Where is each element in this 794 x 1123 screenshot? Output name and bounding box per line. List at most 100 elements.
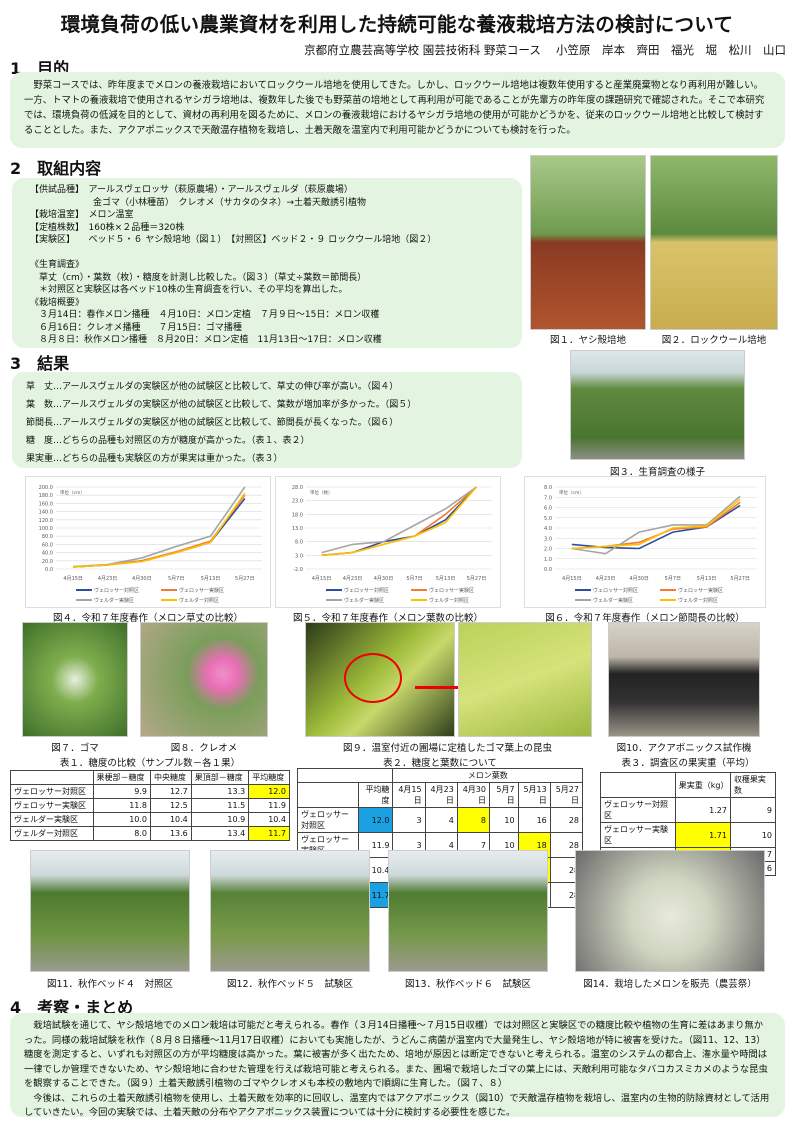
table-cell: 16: [517, 807, 551, 833]
table-cell: 12.0: [357, 807, 394, 833]
y-tick-label: 0.0: [544, 567, 552, 573]
sesame-photo: [22, 622, 128, 737]
table-row: ヴェロッサー対照区 1.27 9: [600, 797, 777, 823]
y-tick-label: 200.0: [39, 485, 53, 491]
section2-line: 【定植株数】 160株×２品種＝320株: [30, 222, 185, 233]
legend-label: ヴェロッサー実験区: [429, 587, 474, 594]
insect-closeup-photo: [458, 622, 592, 737]
table-header-cell: 平均糖度: [357, 782, 394, 808]
section2-line: 《生育調査》: [30, 260, 85, 270]
y-tick-label: 160.0: [39, 501, 53, 507]
fig14-caption: 図14．栽培したメロンを販売（農芸祭）: [583, 979, 757, 990]
x-tick-label: 4月23日: [98, 576, 118, 582]
table-header-cell: 果実重（kg）: [674, 772, 731, 798]
table-header-cell: 5月27日: [549, 782, 584, 808]
row-label: ヴェルダー対照区: [10, 826, 94, 841]
x-tick-label: 4月15日: [312, 576, 332, 582]
table3-caption: 表３．調査区の果実重（平均）: [621, 758, 755, 769]
result-line: 糖 度…どちらの品種も対照区の方が糖度が高かった。（表１、表２）: [26, 436, 310, 446]
table-cell: 13.4: [190, 826, 250, 841]
section2-line: 《栽培概要》: [30, 297, 85, 308]
fig9-caption: 図９．温室付近の圃場に定植したゴマ葉上の昆虫: [342, 743, 552, 754]
fig13-caption: 図13．秋作ベッド６ 試験区: [404, 979, 532, 990]
y-tick-label: 1.0: [544, 557, 552, 563]
table-cell: 10: [489, 807, 519, 833]
table-header-cell: 4月30日: [456, 782, 491, 808]
table1-caption: 表１．糖度の比較（サンプル数－各１果）: [59, 758, 241, 769]
x-tick-label: 4月30日: [629, 576, 649, 582]
row-label: ヴェロッサー対照区: [297, 807, 359, 833]
table-cell: 10: [729, 822, 777, 848]
chart-background: [525, 477, 765, 607]
result-line: 果実重…どちらの品種も実験区の方が果実は重かった。（表３）: [26, 454, 283, 464]
x-tick-label: 5月27日: [235, 576, 255, 582]
table-cell: 12.5: [150, 798, 192, 813]
table-row: ヴェルダー実験区 10.0 10.4 10.9 10.4: [10, 812, 290, 827]
fig6-caption: 図６．令和７年度春作（メロン節間長の比較）: [545, 613, 745, 624]
table-row: ヴェロッサー対照区 12.0 3 4 8 10 16 28: [297, 807, 584, 833]
table-header-row: 果梗部－糖度 中央糖度 果頂部－糖度 平均糖度: [10, 770, 290, 785]
section1-box: 野菜コースでは、昨年度までメロンの養液栽培においてロックウール培地を使用してきた…: [10, 72, 785, 148]
highlight-circle: [344, 653, 402, 703]
chart-leaf-count: -2.0 3.0 8.0 13.0 18.0 23.0 28.0 単位（枚） 4月15日 4月23…: [275, 476, 501, 608]
chart-background: [26, 477, 270, 607]
growth-survey-photo: [570, 350, 745, 460]
legend-label: ヴェルダー実験区: [344, 597, 384, 604]
section2-line: 金ゴマ（小林種苗） クレオメ（サカタのタネ）→土着天敵誘引植物: [30, 197, 367, 208]
table-header-cell: 4月23日: [424, 782, 458, 808]
table-cell: 13.3: [190, 784, 250, 799]
x-tick-label: 5月13日: [436, 576, 456, 582]
table-cell: 12.7: [150, 784, 192, 799]
y-tick-label: -2.0: [293, 567, 303, 573]
fig12-caption: 図12．秋作ベッド５ 試験区: [226, 979, 354, 990]
table-cell: 11.5: [190, 798, 250, 813]
table-row: ヴェロッサー対照区 9.9 12.7 13.3 12.0: [10, 784, 290, 799]
y-tick-label: 3.0: [295, 553, 303, 559]
table-group-header: メロン葉数: [392, 768, 583, 783]
table-header-cell: 果頂部－糖度: [190, 770, 250, 785]
y-tick-label: 80.0: [42, 534, 53, 540]
legend-label: ヴェロッサー対照区: [344, 587, 389, 594]
legend-label: ヴェロッサー実験区: [678, 587, 723, 594]
insect-leaf-photo: [305, 622, 455, 737]
table-header-row: 果実重（kg） 収穫果実数: [600, 772, 777, 798]
x-tick-label: 5月7日: [665, 576, 681, 582]
x-tick-label: 4月15日: [63, 576, 83, 582]
section2-line: ３月14日：春作メロン播種 ４月10日：メロン定植 ７月９日～15日：メロン収穫: [30, 310, 380, 320]
series-line-3: [73, 492, 246, 568]
legend-label: ヴェロッサー対照区: [94, 587, 139, 594]
y-tick-label: 4.0: [544, 526, 552, 532]
rockwool-photo: [650, 155, 778, 330]
section4-heading: 4 考察・まとめ: [10, 998, 134, 1017]
table-cell: [296, 768, 394, 783]
row-label: ヴェロッサー対照区: [600, 797, 676, 823]
table-header-cell: 収穫果実数: [729, 772, 777, 798]
coconut-substrate-photo: [530, 155, 646, 330]
section3-box: 草 丈…アールスヴェルダの実験区が他の試験区と比較して、草丈の伸び率が高い。（図…: [12, 372, 522, 468]
table-cell: 9.9: [92, 784, 152, 799]
section2-line: [30, 247, 508, 260]
table-cell: 4: [424, 807, 458, 833]
section2-line: 【供試品種】 アールスヴェロッサ（萩原農場）・アールスヴェルダ（萩原農場）: [30, 185, 353, 195]
legend-label: ヴェルダー対照区: [429, 597, 469, 604]
section2-line: ８月８日：秋作メロン播種 ８月20日：メロン定植 11月13日～17日：メロン収…: [30, 335, 382, 345]
table-cell: 10.4: [248, 812, 290, 827]
legend-label: ヴェロッサー実験区: [179, 587, 224, 594]
table-cell: 13.6: [150, 826, 192, 841]
table-cell: 11.8: [92, 798, 152, 813]
y-tick-label: 8.0: [295, 540, 303, 546]
table-cell: 1.71: [674, 822, 731, 848]
table-row: ヴェロッサー実験区 11.8 12.5 11.5 11.9: [10, 798, 290, 813]
unit-label: 単位（枚）: [310, 489, 333, 496]
unit-label: 単位（cm）: [559, 489, 584, 496]
fig2-caption: 図２．ロックウール培地: [661, 335, 767, 346]
x-tick-label: 5月7日: [406, 576, 422, 582]
fig5-caption: 図５．令和７年度春作（メロン葉数の比較）: [292, 613, 483, 624]
y-tick-label: 60.0: [42, 542, 53, 548]
table-header-cell: [297, 782, 359, 808]
x-tick-label: 4月15日: [562, 576, 582, 582]
table-row: ヴェロッサー実験区 1.71 10: [600, 822, 777, 848]
legend-label: ヴェルダー実験区: [94, 597, 134, 604]
row-label: ヴェロッサー実験区: [10, 798, 94, 813]
x-tick-label: 4月30日: [132, 576, 152, 582]
